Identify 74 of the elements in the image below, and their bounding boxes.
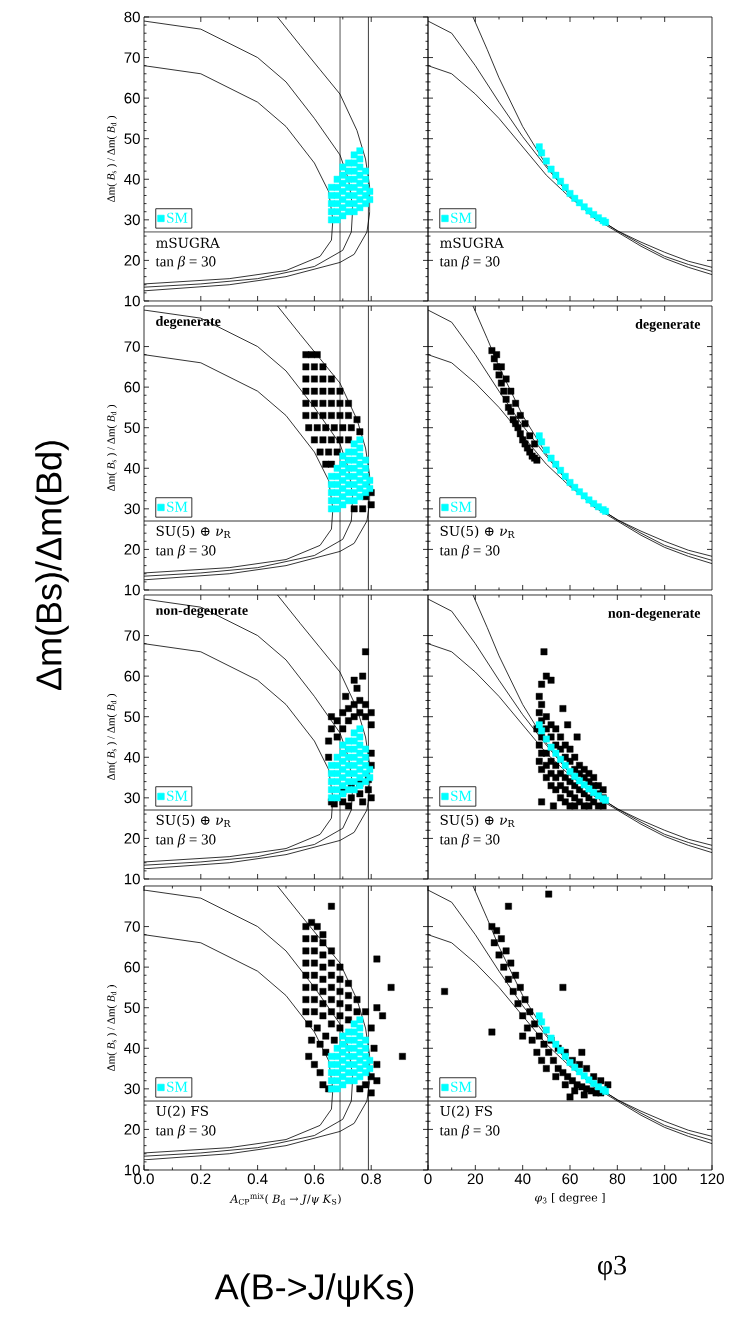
y-tick-label: 30 <box>124 1083 140 1095</box>
y-tick-label: 70 <box>124 630 140 641</box>
annotation: U(2) FS <box>440 1105 492 1118</box>
y-axis-title: Δm( B$_{s}$ ) / Δm( B$_{d}$ ) <box>106 116 117 202</box>
legend-label: SM <box>167 790 188 801</box>
y-tick-label: 10 <box>124 584 140 596</box>
y-axis-title: Δm( B$_{s}$ ) / Δm( B$_{d}$ ) <box>106 694 117 780</box>
annotation: mSUGRA <box>156 237 220 248</box>
y-tick-label: 50 <box>124 133 140 144</box>
annotation: tan β = 30 <box>439 544 500 559</box>
y-tick-label: 70 <box>124 341 140 352</box>
y-tick-label: 80 <box>124 11 140 23</box>
annotation: non-degenerate <box>608 607 701 621</box>
y-tick-label: 70 <box>124 921 140 932</box>
x-tick-label: 120 <box>700 1173 724 1185</box>
legend-label: SM <box>167 212 188 223</box>
y-tick-label: 10 <box>124 873 140 885</box>
legend-label: SM <box>167 1081 188 1092</box>
y-axis-title: Δm( B$_{s}$ ) / Δm( B$_{d}$ ) <box>106 405 117 491</box>
annotation: tan β = 30 <box>155 544 216 559</box>
y-tick-label: 40 <box>124 462 140 474</box>
x-tick-label: 100 <box>653 1173 677 1185</box>
legend-label: SM <box>167 501 188 512</box>
y-tick-label: 30 <box>124 503 140 515</box>
annotation: U(2) FS <box>156 1105 208 1118</box>
legend-label: SM <box>451 212 472 223</box>
y-tick-label: 60 <box>124 381 140 393</box>
y-tick-label: 20 <box>124 255 140 266</box>
y-tick-label: 30 <box>124 214 140 226</box>
x-tick-label: 0.8 <box>361 1173 381 1185</box>
text: A$_{CP}$$^{mix}$( B$_{d}$ → J/ψ K$_{S}$) <box>229 1193 341 1205</box>
y-tick-label: 70 <box>124 52 140 63</box>
y-axis-title: Δm( B$_{s}$ ) / Δm( B$_{d}$ ) <box>106 985 117 1071</box>
text: φ3 <box>598 1255 626 1281</box>
annotation: SU(5) ⊕ ν$_{R}$ <box>156 814 231 827</box>
annotation: mSUGRA <box>440 237 504 248</box>
x-tick-label: 20 <box>467 1173 484 1185</box>
y-tick-label: 20 <box>124 1124 140 1135</box>
y-tick-label: 10 <box>124 295 140 307</box>
legend-label: SM <box>451 501 472 512</box>
annotation: tan β = 30 <box>439 1124 500 1139</box>
annotation: tan β = 30 <box>439 833 500 848</box>
annotation: degenerate <box>635 318 701 332</box>
x-tick-label: 60 <box>562 1173 578 1185</box>
text: Δm(Bs)/Δm(Bd) <box>35 441 69 690</box>
x-axis-title: φ$_{3}$ [ degree ] <box>535 1193 605 1204</box>
x-tick-label: 80 <box>609 1173 626 1185</box>
x-tick-label: 0 <box>424 1173 432 1185</box>
y-tick-label: 50 <box>124 422 140 433</box>
text: A(B->J/ψKs) <box>214 1273 414 1307</box>
y-tick-label: 40 <box>124 751 140 763</box>
annotation: tan β = 30 <box>439 255 500 270</box>
annotation: tan β = 30 <box>155 1124 216 1139</box>
y-tick-label: 60 <box>124 670 140 682</box>
annotation: tan β = 30 <box>155 255 216 270</box>
y-tick-label: 50 <box>124 1002 140 1014</box>
y-tick-label: 60 <box>124 92 140 104</box>
y-tick-label: 30 <box>124 792 140 804</box>
legend-label: SM <box>451 1081 472 1092</box>
y-tick-label: 50 <box>124 711 140 722</box>
x-tick-label: 0.4 <box>247 1173 268 1185</box>
annotation: SU(5) ⊕ ν$_{R}$ <box>440 525 515 538</box>
legend-label: SM <box>451 790 472 801</box>
x-tick-label: 40 <box>514 1173 531 1185</box>
y-tick-label: 60 <box>124 961 140 973</box>
x-tick-label: 0.6 <box>304 1173 325 1185</box>
annotation: SU(5) ⊕ ν$_{R}$ <box>440 814 515 827</box>
y-tick-label: 20 <box>124 544 140 555</box>
y-tick-label: 40 <box>124 1042 140 1054</box>
x-tick-label: 0.2 <box>190 1173 211 1185</box>
annotation: tan β = 30 <box>155 833 216 848</box>
y-tick-label: 20 <box>124 833 140 844</box>
annotation: SU(5) ⊕ ν$_{R}$ <box>156 525 231 538</box>
y-tick-label: 40 <box>124 173 140 185</box>
